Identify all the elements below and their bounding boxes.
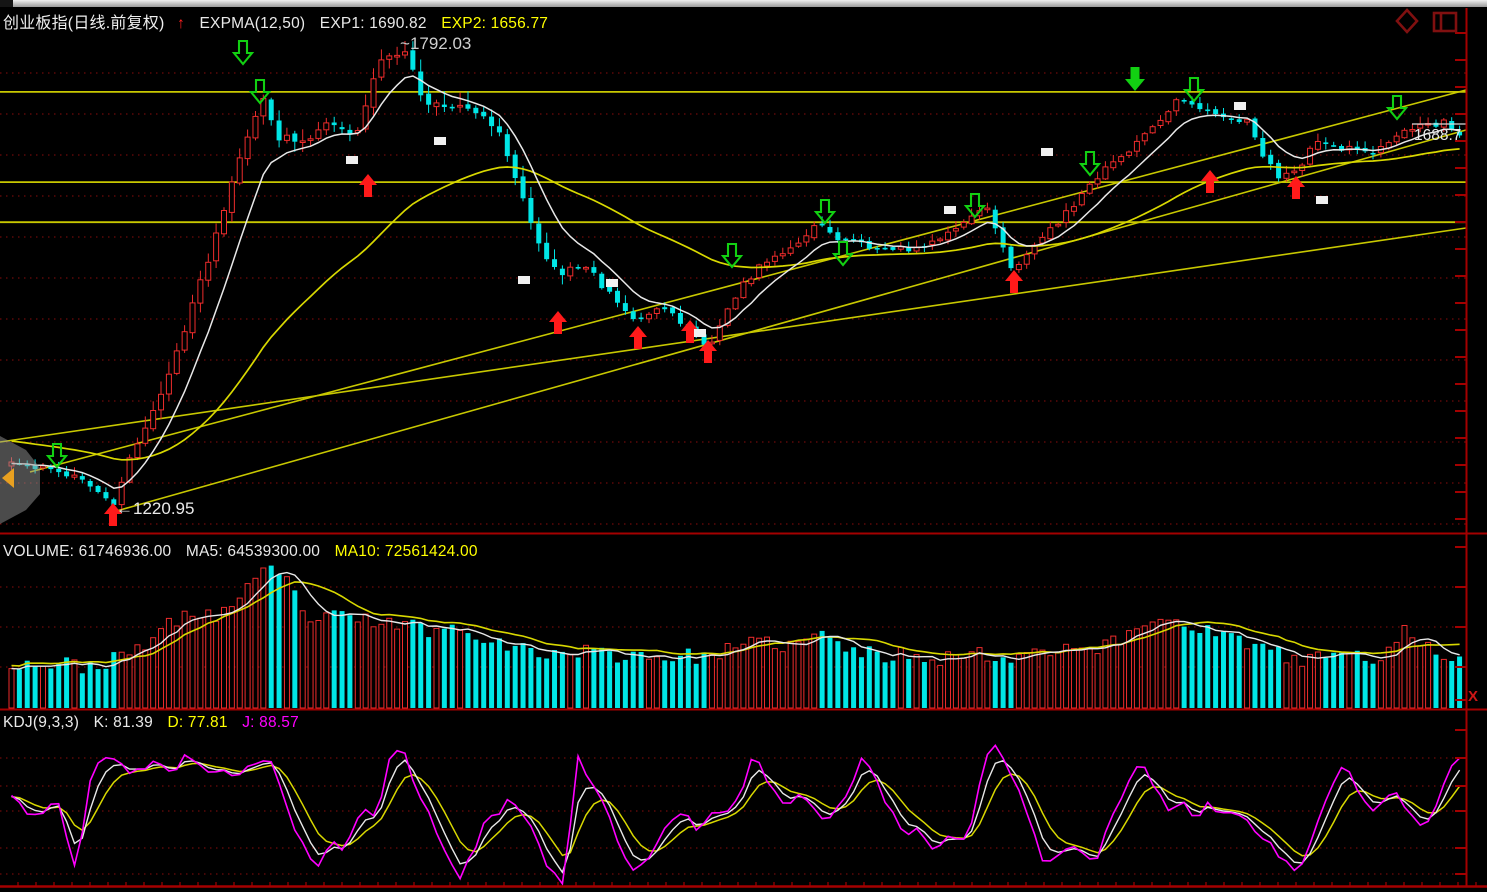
buy-arrow-icon: [1005, 270, 1023, 293]
symbol-title: 创业板指(日线.前复权): [3, 15, 165, 32]
white-candle-body: [694, 329, 706, 337]
sell-arrow-icon: [1078, 150, 1102, 177]
sell-arrow-icon: [813, 198, 837, 225]
volume-ma-lines-layer: [11, 571, 1460, 670]
window-controls: [1395, 8, 1458, 34]
signal-markers-layer: [45, 39, 1466, 526]
white-candle-body: [944, 206, 956, 214]
kdj-d-value: D: 77.81: [167, 714, 228, 731]
close-indicator-button[interactable]: X: [1468, 688, 1479, 705]
buy-arrow-icon: [681, 320, 699, 343]
buy-arrow-icon: [549, 311, 567, 334]
buy-arrow-icon: [1287, 176, 1305, 199]
titlebar-grip[interactable]: [0, 0, 13, 7]
buy-arrow-icon: [699, 340, 717, 363]
white-candle-body: [346, 156, 358, 164]
high-price-annotation: ~1792.03: [400, 34, 471, 54]
diamond-icon[interactable]: [1395, 8, 1419, 34]
high-pointer-glyph: ~: [400, 34, 410, 53]
left-arrow-icon[interactable]: [2, 468, 14, 488]
sell-arrow-icon: [231, 39, 255, 66]
window-restore-icon[interactable]: [1432, 11, 1458, 33]
exp1-value: EXP1: 1690.82: [319, 15, 427, 32]
white-candle-body: [1041, 148, 1053, 156]
expma-lines-layer: [11, 75, 1460, 489]
white-candle-body: [606, 279, 618, 287]
low-price-text: 1220.95: [133, 499, 195, 518]
volume-ma10-value: MA10: 72561424.00: [334, 543, 478, 560]
sell-arrow-icon: [720, 242, 744, 269]
sell-arrow-icon: [831, 240, 855, 267]
volume-value[interactable]: VOLUME: 61746936.00: [3, 543, 172, 560]
drawn-lines-layer[interactable]: [0, 89, 1467, 513]
panel-frame-layer: [0, 8, 1487, 888]
scroll-left-overlay[interactable]: [0, 434, 60, 530]
scroll-overlay-shape[interactable]: [0, 436, 40, 524]
kdj-panel-header: KDJ(9,3,3) K: 81.39 D: 77.81 J: 88.57: [3, 714, 309, 732]
sell-arrow-icon: [1385, 94, 1409, 121]
white-candle-body: [1234, 102, 1246, 110]
volume-ma5-value: MA5: 64539300.00: [185, 543, 321, 560]
last-price-tag: 1688.7: [1414, 127, 1462, 144]
sell-arrow-icon: [1182, 76, 1206, 103]
sell-arrow-icon: [248, 78, 272, 105]
kdj-indicator-label[interactable]: KDJ(9,3,3): [3, 714, 80, 731]
buy-arrow-icon: [104, 503, 122, 526]
main-panel-header: 创业板指(日线.前复权) ↑ EXPMA(12,50) EXP1: 1690.8…: [3, 9, 558, 33]
sell-arrow-solid-icon: [1125, 67, 1145, 91]
sell-arrow-icon: [45, 442, 69, 469]
white-candle-body: [434, 137, 446, 145]
buy-arrow-icon: [359, 174, 377, 197]
white-candle-body: [518, 276, 530, 284]
exp2-value: EXP2: 1656.77: [441, 15, 549, 32]
sell-arrow-icon: [963, 192, 987, 219]
volume-bars-layer: [8, 565, 1463, 709]
volume-panel-header: VOLUME: 61746936.00 MA5: 64539300.00 MA1…: [3, 543, 488, 561]
gridlines-layer: [0, 72, 1466, 875]
kdj-lines-layer: [10, 744, 1461, 886]
up-arrow-icon: ↑: [177, 15, 185, 32]
low-price-annotation: ←1220.95: [116, 499, 194, 519]
buy-arrow-icon: [1201, 170, 1219, 193]
high-price-text: 1792.03: [409, 34, 472, 53]
buy-arrow-icon: [629, 326, 647, 349]
white-candle-body: [1316, 196, 1328, 204]
expma-indicator-label[interactable]: EXPMA(12,50): [199, 15, 306, 32]
low-pointer-glyph: ←: [116, 499, 133, 518]
candles-layer: [8, 41, 1463, 511]
kdj-j-value: J: 88.57: [242, 714, 299, 731]
kdj-k-value: K: 81.39: [93, 714, 153, 731]
titlebar[interactable]: [0, 0, 1487, 7]
